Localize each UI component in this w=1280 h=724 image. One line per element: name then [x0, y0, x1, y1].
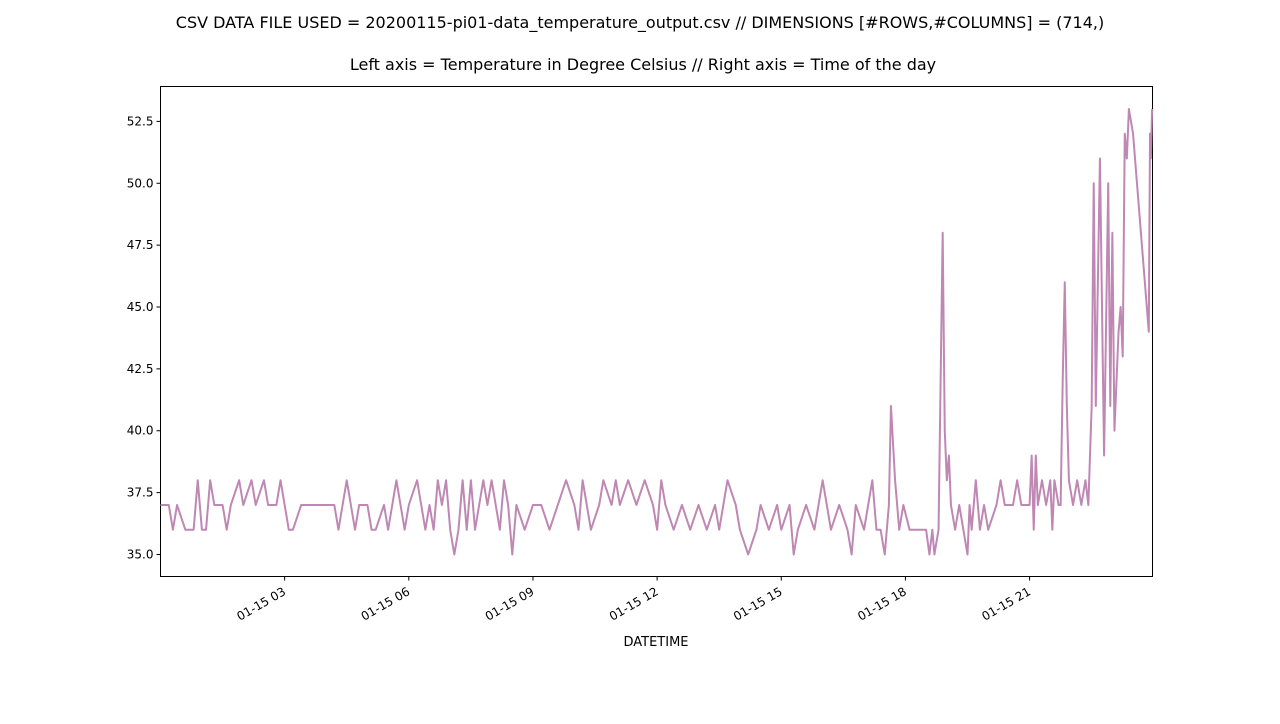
x-tick-label: 01-15 18	[855, 584, 909, 623]
y-tick-label: 42.5	[127, 362, 154, 376]
x-tick-label: 01-15 09	[483, 584, 537, 623]
chart-title: Left axis = Temperature in Degree Celsiu…	[350, 55, 936, 74]
y-tick-label: 35.0	[127, 547, 154, 561]
x-tick-label: 01-15 21	[979, 584, 1033, 623]
plot-frame	[160, 86, 1153, 577]
y-tick-label: 47.5	[127, 238, 154, 252]
y-tick-label: 40.0	[127, 424, 154, 438]
x-tick-label: 01-15 15	[731, 584, 785, 623]
x-tick-label: 01-15 03	[234, 584, 288, 623]
suptitle: CSV DATA FILE USED = 20200115-pi01-data_…	[176, 13, 1104, 33]
x-tick-label: 01-15 06	[359, 584, 413, 623]
y-tick-label: 45.0	[127, 300, 154, 314]
y-tick-label: 37.5	[127, 486, 154, 500]
y-tick-label: 52.5	[127, 114, 154, 128]
x-tick-label: 01-15 12	[607, 584, 661, 623]
y-tick-label: 50.0	[127, 176, 154, 190]
temperature-line	[160, 108, 1154, 556]
x-axis-label: DATETIME	[623, 635, 688, 650]
